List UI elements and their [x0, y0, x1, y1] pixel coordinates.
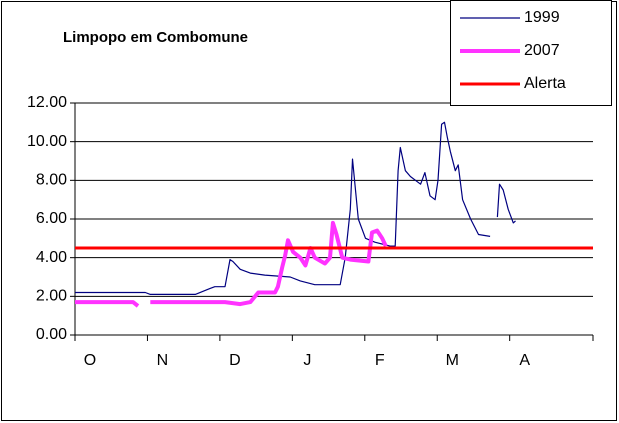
series-line	[75, 121, 516, 295]
legend-label: 2007	[524, 42, 560, 59]
x-tick-label: D	[229, 352, 241, 369]
x-tick-label: J	[303, 352, 311, 369]
y-tick-label: 12.00	[27, 94, 67, 111]
chart-title: Limpopo em Combomune	[63, 29, 248, 46]
legend-label: 1999	[524, 9, 560, 26]
legend-label: Alerta	[524, 75, 566, 92]
x-tick-label: A	[519, 352, 530, 369]
y-tick-label: 0.00	[36, 326, 67, 343]
y-tick-label: 4.00	[36, 249, 67, 266]
x-tick-label: O	[84, 352, 96, 369]
x-tick-label: F	[375, 352, 385, 369]
y-tick-label: 2.00	[36, 288, 67, 305]
x-tick-label: M	[446, 352, 459, 369]
y-tick-label: 10.00	[27, 133, 67, 150]
y-tick-label: 6.00	[36, 210, 67, 227]
y-tick-label: 8.00	[36, 172, 67, 189]
series-line	[75, 220, 388, 308]
x-tick-label: N	[157, 352, 169, 369]
